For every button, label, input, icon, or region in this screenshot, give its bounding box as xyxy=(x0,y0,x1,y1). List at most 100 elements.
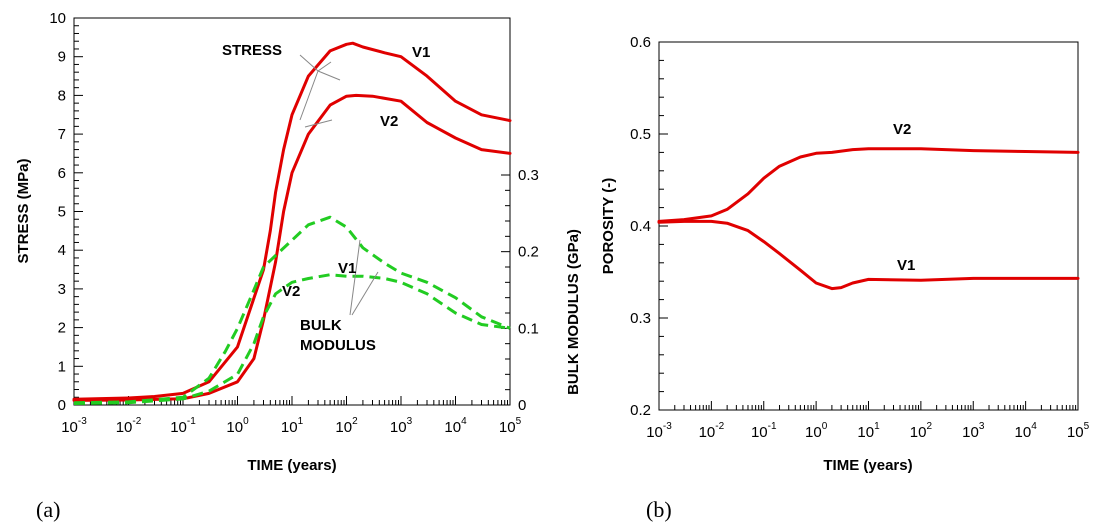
chart-a-stress-leader xyxy=(299,54,341,121)
chart-b-x-tick-exponent: 5 xyxy=(1084,421,1090,432)
chart-b-x-tick-exponent: -1 xyxy=(768,421,777,432)
chart-a-x-tick-label: 103 xyxy=(390,416,413,436)
chart-a-x-tick-label: 10-3 xyxy=(61,416,87,436)
chart-a-y-tick-label: 3 xyxy=(58,281,66,298)
chart-b-y-tick-label: 0.4 xyxy=(630,218,651,235)
chart-b-x-tick-base: 10 xyxy=(751,424,768,441)
chart-a-bulk-leader xyxy=(349,239,379,316)
chart-a-y-tick-label: 0 xyxy=(58,397,66,414)
chart-a-y-tick-label: 8 xyxy=(58,87,66,104)
chart-b-x-tick-base: 10 xyxy=(646,424,663,441)
chart-b-x-tick-label: 102 xyxy=(910,421,933,441)
chart-b-x-tick-label: 10-1 xyxy=(751,421,777,441)
chart-b-x-tick-base: 10 xyxy=(857,424,874,441)
chart-a-x-tick-exponent: 2 xyxy=(352,416,358,427)
chart-a-annotation-bulk-v2: V2 xyxy=(282,283,300,300)
chart-b-x-tick-exponent: 3 xyxy=(979,421,985,432)
chart-b-x-tick-label: 10-2 xyxy=(699,421,725,441)
chart-b-x-tick-base: 10 xyxy=(1067,424,1084,441)
chart-a-x-tick-base: 10 xyxy=(444,419,461,436)
chart-a-y2-tick-label: 0 xyxy=(518,397,526,414)
chart-b-x-tick-base: 10 xyxy=(699,424,716,441)
chart-b-x-tick-base: 10 xyxy=(910,424,927,441)
chart-a-y-tick-label: 9 xyxy=(58,49,66,66)
chart-b-x-tick-base: 10 xyxy=(962,424,979,441)
chart-a-x-tick-exponent: -3 xyxy=(78,416,87,427)
chart-b-x-tick-exponent: -2 xyxy=(715,421,724,432)
chart-b-x-axis-label: TIME (years) xyxy=(823,457,912,474)
chart-a-x-tick-base: 10 xyxy=(61,419,78,436)
chart-a-x-tick-label: 102 xyxy=(335,416,358,436)
chart-a-x-tick-base: 10 xyxy=(170,419,187,436)
chart-b-x-tick-label: 105 xyxy=(1067,421,1090,441)
chart-a-y-axis-label: STRESS (MPa) xyxy=(15,158,32,263)
chart-b-series xyxy=(657,147,1080,291)
chart-a-x-tick-exponent: 0 xyxy=(243,416,249,427)
chart-a-y-tick-label: 7 xyxy=(58,126,66,143)
chart-b-series-porosity-v1 xyxy=(657,219,1080,291)
chart-b-panel-label: (b) xyxy=(646,497,672,522)
chart-a-frame xyxy=(73,17,511,406)
chart-a-x-axis-label: TIME (years) xyxy=(247,457,336,474)
chart-a-x-tick-label: 10-1 xyxy=(170,416,196,436)
chart-a-panel-label: (a) xyxy=(36,497,60,522)
chart-a-x-tick-exponent: 1 xyxy=(298,416,304,427)
chart-b-y-tick-label: 0.6 xyxy=(630,34,651,51)
chart-b-annotation-v1: V1 xyxy=(897,257,915,274)
chart-a-y-tick-label: 1 xyxy=(58,358,66,375)
chart-b-x-tick-label: 104 xyxy=(1015,421,1038,441)
chart-a-series-bulk-modulus-v2 xyxy=(73,273,511,405)
chart-a-x-tick-exponent: 4 xyxy=(461,416,467,427)
chart-b-x-tick-label: 10-3 xyxy=(646,421,672,441)
chart-b-x-tick-exponent: 2 xyxy=(926,421,932,432)
chart-a-x-tick-base: 10 xyxy=(335,419,352,436)
chart-a-annotation-modulus: MODULUS xyxy=(300,337,376,354)
chart-b: 10-3 10-2 10-1 100 101 102 103 104 1050.20.30.40… xyxy=(600,34,1090,522)
chart-a-x-tick-base: 10 xyxy=(499,419,516,436)
chart-a-y-tick-label: 4 xyxy=(58,242,66,259)
chart-a-x-tick-base: 10 xyxy=(281,419,298,436)
chart-a-x-tick-label: 104 xyxy=(444,416,467,436)
chart-a-x-tick-label: 101 xyxy=(281,416,304,436)
chart-a-y-tick-label: 2 xyxy=(58,320,66,337)
chart-a-y-tick-label: 5 xyxy=(58,204,66,221)
chart-b-y-tick-label: 0.3 xyxy=(630,310,651,327)
chart-a-x-tick-exponent: -1 xyxy=(187,416,196,427)
chart-b-x-tick-exponent: -3 xyxy=(663,421,672,432)
chart-b-x-tick-base: 10 xyxy=(805,424,822,441)
chart-a-x-tick-exponent: 5 xyxy=(516,416,522,427)
chart-a-x-tick-base: 10 xyxy=(116,419,133,436)
chart-a-x-tick-label: 10-2 xyxy=(116,416,142,436)
chart-a-y2-axis-label: BULK MODULUS (GPa) xyxy=(565,229,582,395)
chart-a-ticks xyxy=(73,17,511,406)
chart-b-x-tick-base: 10 xyxy=(1015,424,1032,441)
chart-b-series-porosity-v2 xyxy=(657,147,1080,223)
chart-a-annotation-bulk-v1: V1 xyxy=(338,260,356,277)
chart-b-annotation-v2: V2 xyxy=(893,121,911,138)
chart-a-x-tick-base: 10 xyxy=(226,419,243,436)
chart-a-x-tick-label: 100 xyxy=(226,416,249,436)
chart-b-x-tick-label: 103 xyxy=(962,421,985,441)
chart-a-tick-labels: 10-3 10-2 10-1 100 101 102 103 104 1050123456789… xyxy=(49,10,539,436)
chart-b-x-tick-label: 101 xyxy=(857,421,880,441)
chart-b-y-tick-label: 0.5 xyxy=(630,126,651,143)
chart-b-frame xyxy=(658,41,1079,411)
chart-b-x-tick-exponent: 0 xyxy=(822,421,828,432)
chart-b-x-tick-exponent: 1 xyxy=(874,421,880,432)
chart-a-y2-tick-label: 0.3 xyxy=(518,167,539,184)
chart-a-annotation-stress-v2: V2 xyxy=(380,113,398,130)
chart-b-x-tick-exponent: 4 xyxy=(1031,421,1037,432)
chart-a-series xyxy=(72,41,512,405)
chart-a-annotation-bulk: BULK xyxy=(300,317,342,334)
chart-a: 10-3 10-2 10-1 100 101 102 103 104 1050123456789… xyxy=(15,10,582,522)
chart-a-y2-tick-label: 0.1 xyxy=(518,320,539,337)
chart-b-y-tick-label: 0.2 xyxy=(630,402,651,419)
chart-a-y-tick-label: 10 xyxy=(49,10,66,27)
chart-a-y2-tick-label: 0.2 xyxy=(518,244,539,261)
chart-b-ticks xyxy=(658,41,1079,411)
chart-a-x-tick-exponent: 3 xyxy=(407,416,413,427)
chart-a-v2-leader xyxy=(304,119,333,128)
chart-a-x-tick-base: 10 xyxy=(390,419,407,436)
chart-a-annotation-stress-v1: V1 xyxy=(412,44,430,61)
